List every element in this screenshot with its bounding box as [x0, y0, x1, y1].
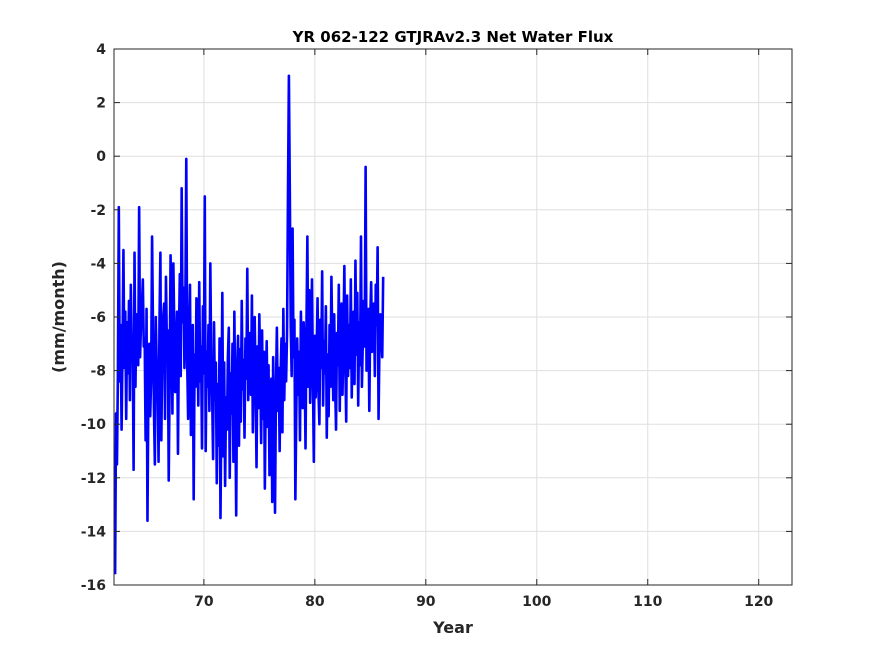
x-tick-label: 80: [305, 594, 325, 610]
x-tick-label: 70: [194, 594, 214, 610]
y-tick-label: -16: [81, 578, 106, 594]
y-tick-label: -8: [90, 364, 106, 380]
chart-title: YR 062-122 GTJRAv2.3 Net Water Flux: [292, 28, 614, 46]
y-tick-label: -2: [90, 203, 106, 219]
grid-lines: [114, 48, 792, 586]
y-tick-label: 4: [96, 42, 106, 58]
x-tick-label: 110: [633, 594, 662, 610]
tick-labels: 4 2 0 -2 -4 -6 -8 -10 -12 -14 -16 70 80 90 100 110 120: [81, 42, 792, 610]
y-tick-label: 2: [96, 96, 106, 112]
y-tick-label: -14: [81, 524, 107, 540]
y-tick-label: -4: [90, 256, 106, 272]
y-axis-label: (mm/month): [49, 261, 68, 373]
y-tick-label: -6: [90, 310, 106, 326]
y-tick-label: 0: [96, 149, 106, 165]
x-tick-label: 100: [522, 594, 551, 610]
series-layer: [113, 74, 385, 575]
x-axis-label: Year: [432, 618, 473, 637]
series-line-1: [113, 74, 385, 575]
x-tick-label: 90: [416, 594, 436, 610]
y-tick-label: -12: [81, 471, 106, 487]
x-tick-label: 120: [744, 594, 773, 610]
y-tick-label: -10: [81, 417, 107, 433]
